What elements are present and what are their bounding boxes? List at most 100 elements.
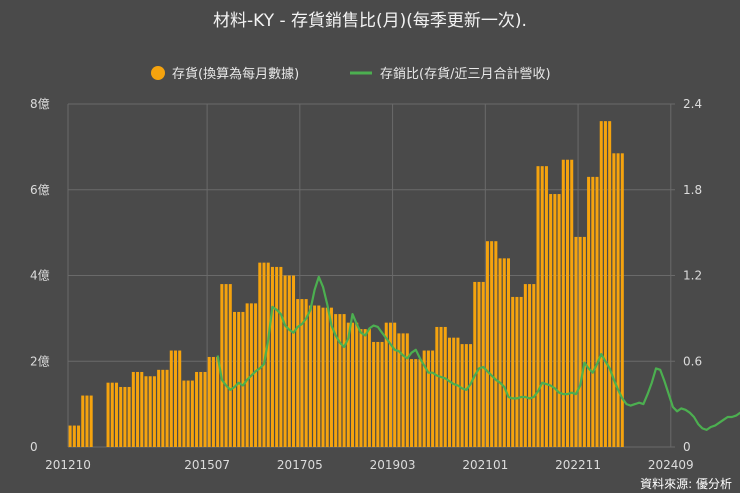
inventory-bar <box>561 159 565 448</box>
inventory-bar <box>300 299 304 447</box>
inventory-bar <box>317 305 321 447</box>
inventory-bar <box>359 329 363 447</box>
inventory-bar <box>599 121 603 448</box>
inventory-bar <box>582 236 586 447</box>
inventory-bar <box>553 194 557 447</box>
inventory-bar <box>595 176 599 447</box>
inventory-bar <box>473 281 477 447</box>
inventory-bar <box>490 241 494 447</box>
x-tick-label: 202101 <box>462 458 508 472</box>
inventory-bar <box>443 326 447 447</box>
inventory-bar <box>199 371 203 447</box>
y-right-tick-label: 2.4 <box>683 97 702 111</box>
inventory-bar <box>270 266 274 447</box>
inventory-bar <box>161 369 165 447</box>
inventory-bar <box>367 329 371 447</box>
inventory-bar <box>195 371 199 447</box>
inventory-bar <box>405 333 409 447</box>
inventory-bar <box>574 236 578 447</box>
legend-label-inventory: 存貨(換算為每月數據) <box>172 66 299 82</box>
inventory-bar <box>397 333 401 447</box>
y-left-tick-label: 2億 <box>30 354 50 368</box>
inventory-bar <box>72 425 76 447</box>
inventory-bar <box>401 333 405 447</box>
inventory-bar <box>338 314 342 447</box>
axes: 0 2億 4億 6億 8億 0 0.6 1.2 1.8 2.4 201210 201507 201705… <box>30 97 702 472</box>
inventory-bar <box>152 376 156 447</box>
inventory-bar <box>114 382 118 447</box>
inventory-bar <box>346 322 350 447</box>
inventory-bar <box>494 241 498 447</box>
inventory-bar <box>245 303 249 447</box>
inventory-bar <box>216 356 220 447</box>
inventory-bar <box>258 262 262 447</box>
inventory-bar <box>140 371 144 447</box>
inventory-bar <box>431 350 435 447</box>
source-note: 資料來源: 優分析 <box>640 477 732 491</box>
inventory-bar <box>203 371 207 447</box>
inventory-bar <box>127 386 131 447</box>
inventory-bar <box>287 275 291 447</box>
inventory-bar <box>372 341 376 447</box>
inventory-bar <box>68 425 72 447</box>
inventory-bar <box>182 380 186 447</box>
inventory-bar <box>464 344 468 447</box>
inventory-bar <box>612 153 616 447</box>
inventory-bar <box>85 395 89 447</box>
y-left-tick-label: 0 <box>30 440 38 454</box>
inventory-bar <box>123 386 127 447</box>
inventory-bar <box>351 322 355 447</box>
y-left-tick-label: 8億 <box>30 97 50 111</box>
inventory-bar <box>308 305 312 447</box>
inventory-bar <box>388 322 392 447</box>
inventory-bar <box>591 176 595 447</box>
inventory-bar <box>296 299 300 447</box>
inventory-bar <box>275 266 279 447</box>
inventory-bar <box>460 344 464 447</box>
y-right-tick-label: 0.6 <box>683 354 702 368</box>
inventory-bar <box>148 376 152 447</box>
inventory-bar <box>603 121 607 448</box>
inventory-bar <box>169 350 173 447</box>
inventory-bar <box>410 359 414 447</box>
inventory-bar <box>557 194 561 447</box>
inventory-bar <box>131 371 135 447</box>
inventory-bar <box>608 121 612 448</box>
inventory-bar <box>435 326 439 447</box>
inventory-bar <box>241 311 245 447</box>
inventory-bar <box>485 241 489 447</box>
inventory-bar <box>173 350 177 447</box>
inventory-bar <box>321 307 325 447</box>
legend-label-ratio: 存銷比(存貨/近三月合計營收) <box>380 66 551 82</box>
inventory-bar <box>190 380 194 447</box>
inventory-bar <box>447 337 451 447</box>
chart-title: 材料-KY - 存貨銷售比(月)(每季更新一次). <box>213 11 527 31</box>
inventory-bar <box>165 369 169 447</box>
inventory-bar <box>186 380 190 447</box>
inventory-bar <box>342 314 346 447</box>
inventory-bar <box>519 296 523 447</box>
inventory-bar <box>620 153 624 447</box>
inventory-bar <box>523 284 527 447</box>
inventory-bar <box>422 350 426 447</box>
grid <box>67 103 675 448</box>
x-tick-label: 201705 <box>277 458 323 472</box>
inventory-bar <box>587 176 591 447</box>
inventory-bar <box>393 322 397 447</box>
inventory-bar <box>418 359 422 447</box>
inventory-bar <box>566 159 570 448</box>
inventory-bar <box>477 281 481 447</box>
inventory-bar <box>616 153 620 447</box>
inventory-bar <box>110 382 114 447</box>
bars <box>68 121 624 448</box>
inventory-bar <box>254 303 258 447</box>
inventory-bar <box>220 284 224 447</box>
inventory-bar <box>89 395 93 447</box>
inventory-bar <box>81 395 85 447</box>
inventory-bar <box>498 258 502 447</box>
inventory-bar <box>414 359 418 447</box>
legend-marker-inventory <box>151 66 165 80</box>
inventory-bar <box>119 386 123 447</box>
inventory-bar <box>266 262 270 447</box>
ratio-line <box>216 275 740 431</box>
